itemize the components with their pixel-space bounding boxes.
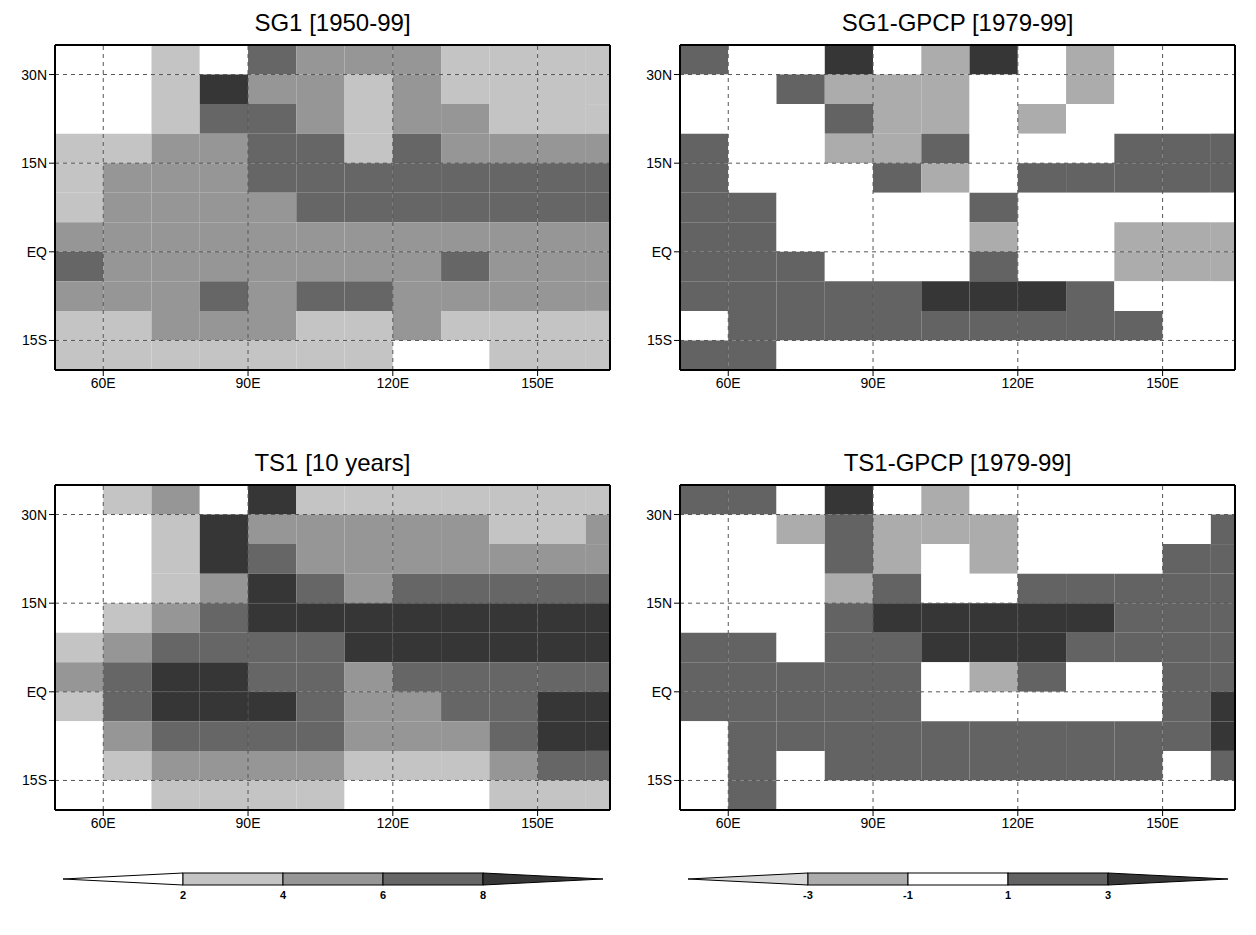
svg-text:EQ: EQ: [652, 684, 672, 700]
svg-text:60E: 60E: [716, 815, 741, 831]
svg-text:6: 6: [379, 889, 385, 901]
svg-text:150E: 150E: [521, 815, 554, 831]
svg-text:120E: 120E: [1001, 375, 1034, 391]
svg-text:15S: 15S: [647, 332, 672, 348]
svg-text:90E: 90E: [236, 375, 261, 391]
svg-text:60E: 60E: [91, 815, 116, 831]
html-text:TS1 [10 years]: TS1 [10 years]: [254, 449, 411, 476]
svg-text:15N: 15N: [646, 595, 672, 611]
svg-text:150E: 150E: [1146, 375, 1179, 391]
svg-text:150E: 150E: [521, 375, 554, 391]
svg-text:-3: -3: [803, 889, 813, 901]
svg-text:30N: 30N: [646, 67, 672, 83]
svg-text:150E: 150E: [1146, 815, 1179, 831]
svg-text:90E: 90E: [236, 815, 261, 831]
svg-text:15N: 15N: [646, 155, 672, 171]
svg-text:90E: 90E: [861, 375, 886, 391]
svg-text:1: 1: [1004, 889, 1010, 901]
svg-text:60E: 60E: [91, 375, 116, 391]
svg-text:30N: 30N: [646, 507, 672, 523]
svg-text:15N: 15N: [21, 595, 47, 611]
svg-text:EQ: EQ: [27, 244, 47, 260]
svg-text:90E: 90E: [861, 815, 886, 831]
svg-text:15S: 15S: [22, 772, 47, 788]
svg-text:3: 3: [1104, 889, 1110, 901]
svg-text:120E: 120E: [376, 815, 409, 831]
svg-text:120E: 120E: [376, 375, 409, 391]
svg-text:2: 2: [179, 889, 185, 901]
svg-text:120E: 120E: [1001, 815, 1034, 831]
html-text:SG1-GPCP [1979-99]: SG1-GPCP [1979-99]: [841, 9, 1074, 36]
svg-text:30N: 30N: [21, 507, 47, 523]
html-text:TS1-GPCP [1979-99]: TS1-GPCP [1979-99]: [843, 449, 1072, 476]
svg-text:8: 8: [479, 889, 485, 901]
svg-text:30N: 30N: [21, 67, 47, 83]
svg-text:EQ: EQ: [27, 684, 47, 700]
svg-text:60E: 60E: [716, 375, 741, 391]
svg-text:15S: 15S: [647, 772, 672, 788]
html-text:SG1 [1950-99]: SG1 [1950-99]: [254, 9, 411, 36]
svg-text:15S: 15S: [22, 332, 47, 348]
svg-text:4: 4: [279, 889, 286, 901]
svg-text:EQ: EQ: [652, 244, 672, 260]
svg-text:15N: 15N: [21, 155, 47, 171]
svg-text:-1: -1: [903, 889, 913, 901]
